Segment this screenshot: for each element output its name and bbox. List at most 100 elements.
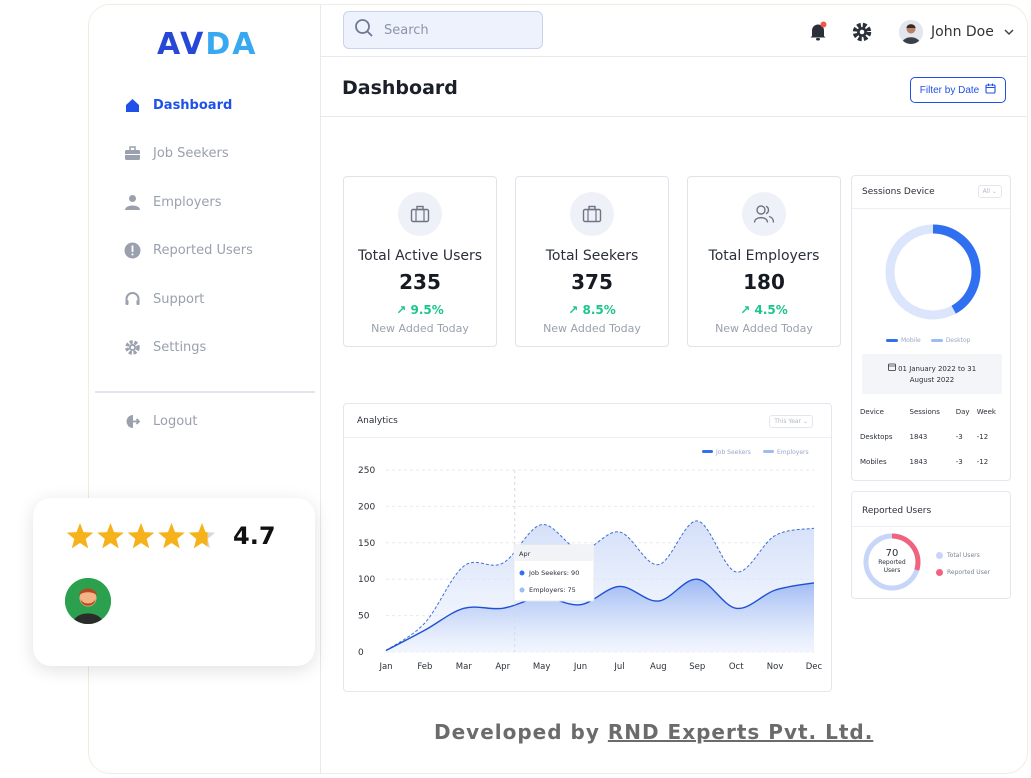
column-header: Day xyxy=(955,408,970,416)
legend-label: Total Users xyxy=(947,552,980,559)
stat-label: Total Seekers xyxy=(545,248,639,264)
footer-prefix: Developed by xyxy=(434,720,608,744)
x-tick-label: Apr xyxy=(495,662,510,672)
sessions-legend: Mobile Desktop xyxy=(886,337,970,344)
star-icon xyxy=(188,523,216,549)
stat-card-active-users[interactable]: Total Active Users 235 ↗ 9.5% New Added … xyxy=(343,176,497,347)
x-tick-label: May xyxy=(533,662,551,672)
legend-item-mobile: Mobile xyxy=(886,337,921,344)
date-range-box: 01 January 2022 to 31 August 2022 xyxy=(862,354,1002,394)
notification-bell-icon[interactable] xyxy=(807,21,829,43)
logout-icon xyxy=(123,412,141,430)
calendar-icon xyxy=(985,83,996,97)
star-icon xyxy=(158,523,185,549)
stat-label: Total Active Users xyxy=(357,248,483,264)
legend-item-reported-user: Reported User xyxy=(936,569,990,576)
trend-up-icon: ↗ xyxy=(396,303,407,317)
sidebar-item-dashboard[interactable]: Dashboard xyxy=(123,91,232,119)
panel-divider xyxy=(852,208,1010,209)
logout-button[interactable]: Logout xyxy=(123,407,198,435)
stat-subtitle: New Added Today xyxy=(543,322,641,335)
stat-change-value: 8.5% xyxy=(582,303,616,317)
trend-up-icon: ↗ xyxy=(568,303,579,317)
legend-swatch xyxy=(930,339,943,342)
filter-label: Filter by Date xyxy=(919,84,980,96)
legend-label: Desktop xyxy=(945,337,971,344)
stat-card-employers[interactable]: Total Employers 180 ↗ 4.5% New Added Tod… xyxy=(687,176,841,347)
x-tick-label: Aug xyxy=(650,662,667,672)
reported-count-caption: Reported xyxy=(878,559,906,566)
date-range-text: 01 January 2022 to 31 xyxy=(898,365,977,373)
rating-value: 4.7 xyxy=(233,522,276,550)
y-tick-label: 250 xyxy=(358,466,375,476)
filter-by-date-button[interactable]: Filter by Date xyxy=(910,77,1006,103)
gear-icon xyxy=(123,338,141,356)
footer-company-link[interactable]: RND Experts Pvt. Ltd. xyxy=(607,720,874,744)
logo-part-1: AV xyxy=(157,27,206,62)
x-tick-label: Jun xyxy=(573,662,587,672)
briefcase-icon xyxy=(123,144,141,162)
chart-tooltip: Apr Job Seekers: 90 Employers: 75 xyxy=(513,544,595,602)
reported-count-caption: Users xyxy=(883,567,901,574)
user-menu[interactable]: John Doe xyxy=(899,17,1014,47)
sidebar-item-reported-users[interactable]: Reported Users xyxy=(123,236,253,264)
tooltip-seekers: Job Seekers: 90 xyxy=(528,569,579,577)
sidebar-item-label: Job Seekers xyxy=(153,145,229,161)
y-tick-label: 100 xyxy=(358,575,375,585)
sessions-filter-select[interactable]: All ⌄ xyxy=(977,185,1002,198)
stat-value: 375 xyxy=(571,270,613,294)
tooltip-marker-employers xyxy=(519,587,525,593)
stat-label: Total Employers xyxy=(708,248,820,264)
x-tick-label: Jan xyxy=(378,662,392,672)
tooltip-header xyxy=(514,545,594,561)
sidebar-item-label: Logout xyxy=(153,413,198,429)
user-name: John Doe xyxy=(931,24,994,40)
star-icon xyxy=(66,523,94,549)
select-value: This Year xyxy=(774,418,802,425)
tooltip-marker-seekers xyxy=(519,570,525,576)
column-header: Week xyxy=(976,408,996,416)
x-tick-label: Dec xyxy=(806,662,823,672)
sidebar-item-label: Dashboard xyxy=(153,97,233,113)
sidebar-item-label: Reported Users xyxy=(153,242,253,258)
stat-subtitle: New Added Today xyxy=(715,322,813,335)
sidebar-item-job-seekers[interactable]: Job Seekers xyxy=(123,139,229,167)
star-icon xyxy=(127,523,155,549)
search-box[interactable] xyxy=(343,11,543,49)
reported-count-label: 70 Reported Users xyxy=(860,548,924,575)
stat-change: ↗ 4.5% xyxy=(688,303,840,317)
stat-subtitle: New Added Today xyxy=(371,322,469,335)
series-line-job-seekers xyxy=(385,520,815,651)
tooltip-employers: Employers: 75 xyxy=(529,586,576,594)
x-tick-label: Nov xyxy=(767,662,784,672)
sidebar-item-employers[interactable]: Employers xyxy=(123,188,222,216)
legend-item-desktop: Desktop xyxy=(930,337,971,344)
footer-credit: Developed by RND Experts Pvt. Ltd. xyxy=(434,720,873,744)
table-cell: 1843 xyxy=(909,433,928,441)
legend-swatch xyxy=(763,450,774,453)
panel-title: Analytics xyxy=(357,416,398,426)
reported-users-donut xyxy=(863,533,921,591)
stat-change: ↗ 8.5% xyxy=(516,303,668,317)
analytics-panel: Analytics This Year ⌄ 0 50 100 150 200 250 Jan… xyxy=(343,403,832,692)
panel-title: Reported Users xyxy=(862,506,932,516)
panel-divider xyxy=(344,437,831,438)
trend-up-icon: ↗ xyxy=(740,303,751,317)
sidebar-item-support[interactable]: Support xyxy=(123,285,204,313)
analytics-period-select[interactable]: This Year ⌄ xyxy=(769,415,813,428)
sidebar-item-settings[interactable]: Settings xyxy=(123,333,206,361)
table-cell: 1843 xyxy=(909,458,928,466)
x-tick-label: Feb xyxy=(417,662,432,672)
stat-card-seekers[interactable]: Total Seekers 375 ↗ 8.5% New Added Today xyxy=(515,176,669,347)
settings-gear-icon[interactable] xyxy=(851,21,873,43)
x-tick-label: Mar xyxy=(456,662,473,672)
select-value: All xyxy=(982,188,991,195)
analytics-line-chart: 0 50 100 150 200 250 Jan Feb Mar Apr May Jun Jul Aug S… xyxy=(358,449,823,672)
table-cell: -3 xyxy=(955,458,963,466)
reported-count: 70 xyxy=(885,548,899,559)
stat-change-value: 9.5% xyxy=(410,303,444,317)
page-header: Dashboard Filter by Date xyxy=(321,57,1027,117)
app-logo[interactable]: AVDA xyxy=(157,27,258,62)
y-tick-label: 0 xyxy=(358,648,364,658)
search-input[interactable] xyxy=(384,22,534,38)
